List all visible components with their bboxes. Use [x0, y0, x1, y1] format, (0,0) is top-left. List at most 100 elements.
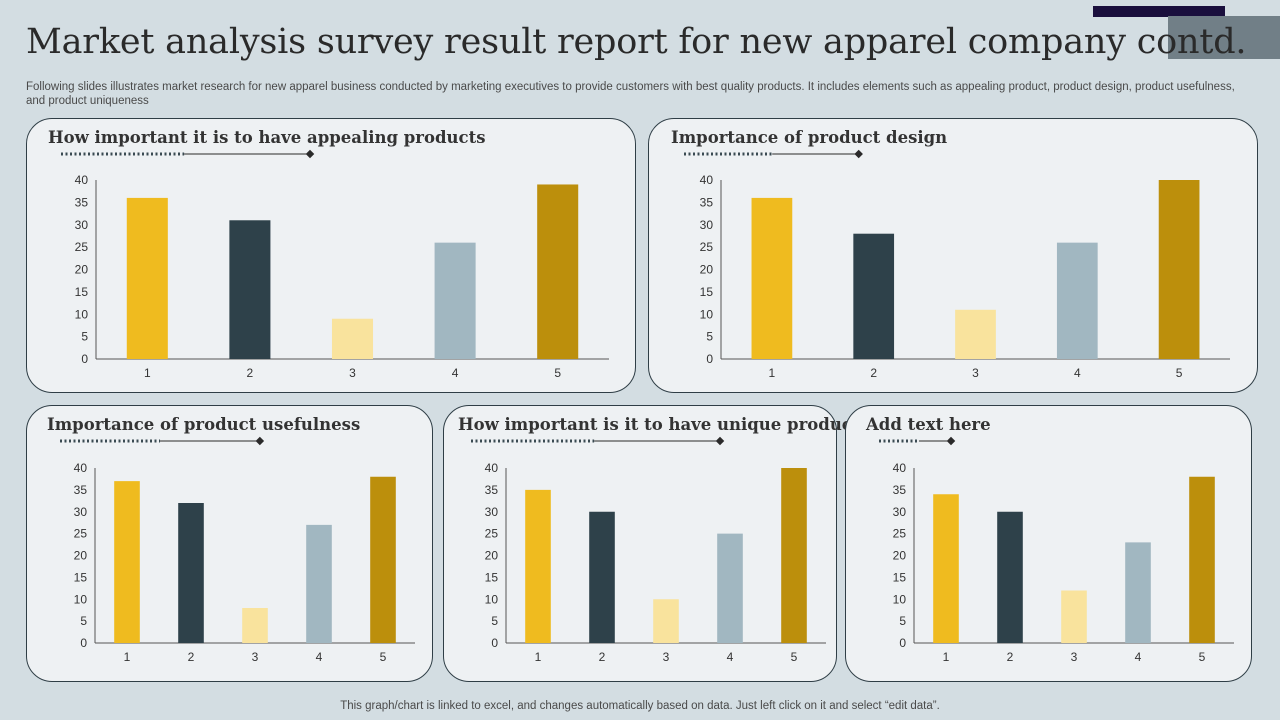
x-tick-label: 1 [144, 366, 151, 380]
x-tick-label: 4 [1135, 650, 1142, 664]
chart-title: Importance of product usefulness [47, 415, 361, 434]
x-tick-label: 5 [791, 650, 798, 664]
y-tick-label: 40 [700, 173, 714, 187]
bar [537, 184, 579, 359]
y-tick-label: 0 [706, 352, 713, 366]
bar-chart[interactable]: 0 5 10 15 20 25 30 35 40 1 2 3 4 5 [649, 119, 1259, 394]
y-tick-label: 20 [893, 549, 907, 563]
y-tick-label: 5 [899, 614, 906, 628]
y-tick-label: 5 [80, 614, 87, 628]
title-underline-diamond [854, 149, 863, 159]
bar [1125, 542, 1151, 643]
y-tick-label: 5 [706, 330, 713, 344]
page-subtitle: Following slides illustrates market rese… [26, 81, 1235, 107]
decorative-corner-block [1168, 16, 1280, 59]
y-tick-label: 10 [485, 592, 499, 606]
y-tick-label: 30 [700, 218, 714, 232]
bar [781, 468, 807, 643]
chart-panel-add-text[interactable]: Add text here 0 5 10 15 20 25 30 35 40 1 2 3 4 5 [845, 405, 1252, 682]
x-tick-label: 2 [1007, 650, 1014, 664]
bar [751, 197, 793, 359]
title-underline-diamond [305, 149, 315, 159]
title-underline-diamond [255, 436, 265, 446]
x-tick-label: 4 [316, 650, 323, 664]
y-tick-label: 15 [75, 285, 89, 299]
bar [589, 511, 615, 643]
y-tick-label: 10 [75, 307, 89, 321]
chart-title: Importance of product design [671, 128, 948, 147]
y-tick-label: 10 [893, 592, 907, 606]
bar [306, 524, 332, 643]
bar [178, 503, 204, 643]
chart-panel-product-usefulness[interactable]: Importance of product usefulness 0 5 10 15 2… [26, 405, 433, 682]
bar [717, 533, 743, 643]
y-tick-label: 40 [893, 461, 907, 475]
x-tick-label: 3 [1071, 650, 1078, 664]
x-tick-label: 2 [599, 650, 606, 664]
bar [853, 233, 895, 359]
chart-panel-product-design[interactable]: Importance of product design 0 5 10 15 20 25 3… [648, 118, 1258, 393]
y-tick-label: 40 [74, 461, 88, 475]
x-tick-label: 2 [247, 366, 254, 380]
y-tick-label: 20 [74, 549, 88, 563]
bar [1061, 590, 1087, 643]
bar-chart[interactable]: 0 5 10 15 20 25 30 35 40 1 2 3 4 5 [444, 406, 838, 683]
y-tick-label: 0 [899, 636, 906, 650]
bar [242, 608, 268, 643]
chart-panel-unique-product[interactable]: How important is it to have unique produ… [443, 405, 859, 683]
chart-panel-appealing-products[interactable]: How important it is to have appealing pr… [26, 118, 636, 393]
y-tick-label: 40 [485, 461, 499, 475]
chart-title: How important is it to have unique produ… [458, 415, 860, 434]
x-tick-label: 1 [769, 366, 776, 380]
bar [1158, 180, 1200, 359]
y-tick-label: 30 [485, 505, 499, 519]
x-tick-label: 5 [380, 650, 387, 664]
y-tick-label: 15 [485, 570, 499, 584]
x-tick-label: 3 [252, 650, 259, 664]
x-tick-label: 5 [554, 366, 561, 380]
bar [997, 511, 1023, 643]
bar [229, 220, 271, 359]
y-tick-label: 35 [75, 195, 89, 209]
bar [1056, 242, 1098, 359]
y-tick-label: 15 [74, 570, 88, 584]
bar-chart[interactable]: 0 5 10 15 20 25 30 35 40 1 2 3 4 5 [27, 406, 434, 683]
title-underline-diamond [946, 436, 956, 446]
y-tick-label: 10 [700, 307, 714, 321]
bar [933, 494, 959, 643]
x-tick-label: 2 [870, 366, 877, 380]
x-tick-label: 3 [349, 366, 356, 380]
bar [955, 309, 996, 359]
chart-title: Add text here [866, 415, 991, 434]
y-tick-label: 10 [74, 592, 88, 606]
y-tick-label: 25 [700, 240, 714, 254]
bar [1189, 476, 1215, 643]
bar [525, 489, 551, 643]
y-tick-label: 30 [75, 218, 89, 232]
x-tick-label: 5 [1199, 650, 1206, 664]
y-tick-label: 20 [485, 549, 499, 563]
bar-chart[interactable]: 0 5 10 15 20 25 30 35 40 1 2 3 4 5 [27, 119, 637, 394]
y-tick-label: 0 [81, 352, 88, 366]
footer-note: This graph/chart is linked to excel, and… [340, 700, 940, 712]
bar [114, 481, 140, 643]
bar [370, 476, 396, 643]
y-tick-label: 25 [485, 527, 499, 541]
x-tick-label: 1 [124, 650, 131, 664]
decorative-top-bar [1093, 6, 1225, 17]
page-title: Market analysis survey result report for… [26, 22, 1247, 62]
bar [653, 599, 679, 643]
bar [331, 318, 374, 359]
x-tick-label: 3 [663, 650, 670, 664]
y-tick-label: 35 [893, 483, 907, 497]
y-tick-label: 25 [893, 527, 907, 541]
bar-chart[interactable]: 0 5 10 15 20 25 30 35 40 1 2 3 4 5 [846, 406, 1253, 683]
x-tick-label: 4 [452, 366, 459, 380]
bar [126, 197, 168, 359]
y-tick-label: 35 [74, 483, 88, 497]
x-tick-label: 1 [535, 650, 542, 664]
y-tick-label: 20 [700, 263, 714, 277]
y-tick-label: 30 [893, 505, 907, 519]
y-tick-label: 20 [75, 263, 89, 277]
x-tick-label: 3 [972, 366, 979, 380]
